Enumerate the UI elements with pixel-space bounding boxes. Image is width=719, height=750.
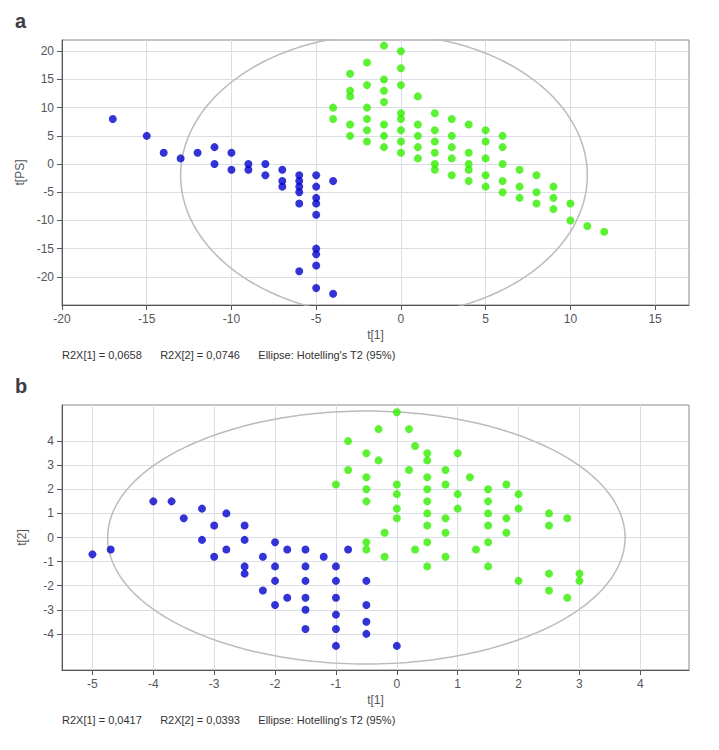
svg-text:5: 5	[47, 129, 54, 143]
svg-text:-2: -2	[270, 677, 281, 691]
svg-text:t[2]: t[2]	[15, 529, 29, 546]
svg-text:-20: -20	[53, 312, 71, 326]
svg-text:-5: -5	[43, 185, 54, 199]
svg-text:-3: -3	[209, 677, 220, 691]
svg-text:-4: -4	[43, 627, 54, 641]
svg-text:4: 4	[637, 677, 644, 691]
svg-text:0: 0	[398, 312, 405, 326]
svg-text:-1: -1	[43, 555, 54, 569]
svg-text:-15: -15	[138, 312, 156, 326]
svg-text:0: 0	[47, 531, 54, 545]
svg-text:-10: -10	[223, 312, 241, 326]
svg-text:b: b	[15, 375, 27, 397]
svg-text:15: 15	[648, 312, 662, 326]
svg-text:-3: -3	[43, 603, 54, 617]
svg-text:2: 2	[47, 482, 54, 496]
svg-text:1: 1	[454, 677, 461, 691]
svg-text:10: 10	[564, 312, 578, 326]
svg-text:0: 0	[393, 677, 400, 691]
svg-text:-10: -10	[37, 213, 55, 227]
svg-text:15: 15	[41, 72, 55, 86]
svg-text:-1: -1	[331, 677, 342, 691]
svg-text:t[1]: t[1]	[367, 328, 384, 342]
svg-text:-5: -5	[87, 677, 98, 691]
svg-text:-4: -4	[148, 677, 159, 691]
svg-text:20: 20	[41, 44, 55, 58]
svg-text:4: 4	[47, 434, 54, 448]
svg-text:3: 3	[47, 458, 54, 472]
svg-text:t[1]: t[1]	[367, 693, 384, 707]
svg-text:5: 5	[482, 312, 489, 326]
svg-text:R2X[1] = 0,0417 R2X[2] =: R2X[1] = 0,0417 R2X[2] = 0,0393 Ellipse:…	[62, 714, 395, 726]
svg-text:-2: -2	[43, 579, 54, 593]
svg-text:1: 1	[47, 506, 54, 520]
svg-text:0: 0	[47, 157, 54, 171]
svg-text:2: 2	[515, 677, 522, 691]
svg-text:-20: -20	[37, 270, 55, 284]
svg-text:-5: -5	[311, 312, 322, 326]
svg-text:3: 3	[576, 677, 583, 691]
svg-text:t[PS]: t[PS]	[13, 159, 27, 185]
svg-text:-15: -15	[37, 242, 55, 256]
svg-text:R2X[1] = 0,0658 R2X[2] =: R2X[1] = 0,0658 R2X[2] = 0,0746 Ellipse:…	[62, 349, 395, 361]
svg-text:10: 10	[41, 101, 55, 115]
svg-text:a: a	[15, 10, 27, 32]
